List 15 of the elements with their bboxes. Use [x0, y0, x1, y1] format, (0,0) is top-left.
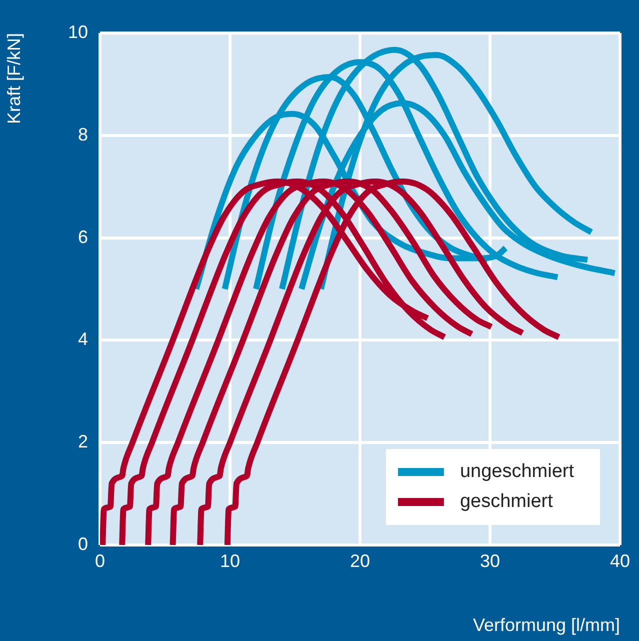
y-axis-title: Kraft [F/kN]: [4, 33, 24, 124]
y-tick-label: 2: [78, 432, 88, 452]
legend-label: ungeschmiert: [460, 461, 575, 482]
x-tick-label: 0: [94, 550, 106, 571]
x-tick-label: 10: [220, 550, 240, 571]
y-tick-label: 4: [78, 329, 88, 350]
y-tick-label: 6: [78, 226, 88, 247]
y-tick-label: 8: [78, 124, 88, 144]
x-axis-title: Verformung [l/mm]: [472, 615, 620, 636]
x-tick-label: 40: [610, 550, 630, 571]
y-tick-label: 0: [78, 534, 88, 554]
x-tick-label: 30: [480, 550, 500, 571]
y-tick-label: 10: [68, 22, 88, 42]
legend-label: geschmiert: [460, 491, 554, 512]
x-tick-label: 20: [350, 550, 370, 571]
